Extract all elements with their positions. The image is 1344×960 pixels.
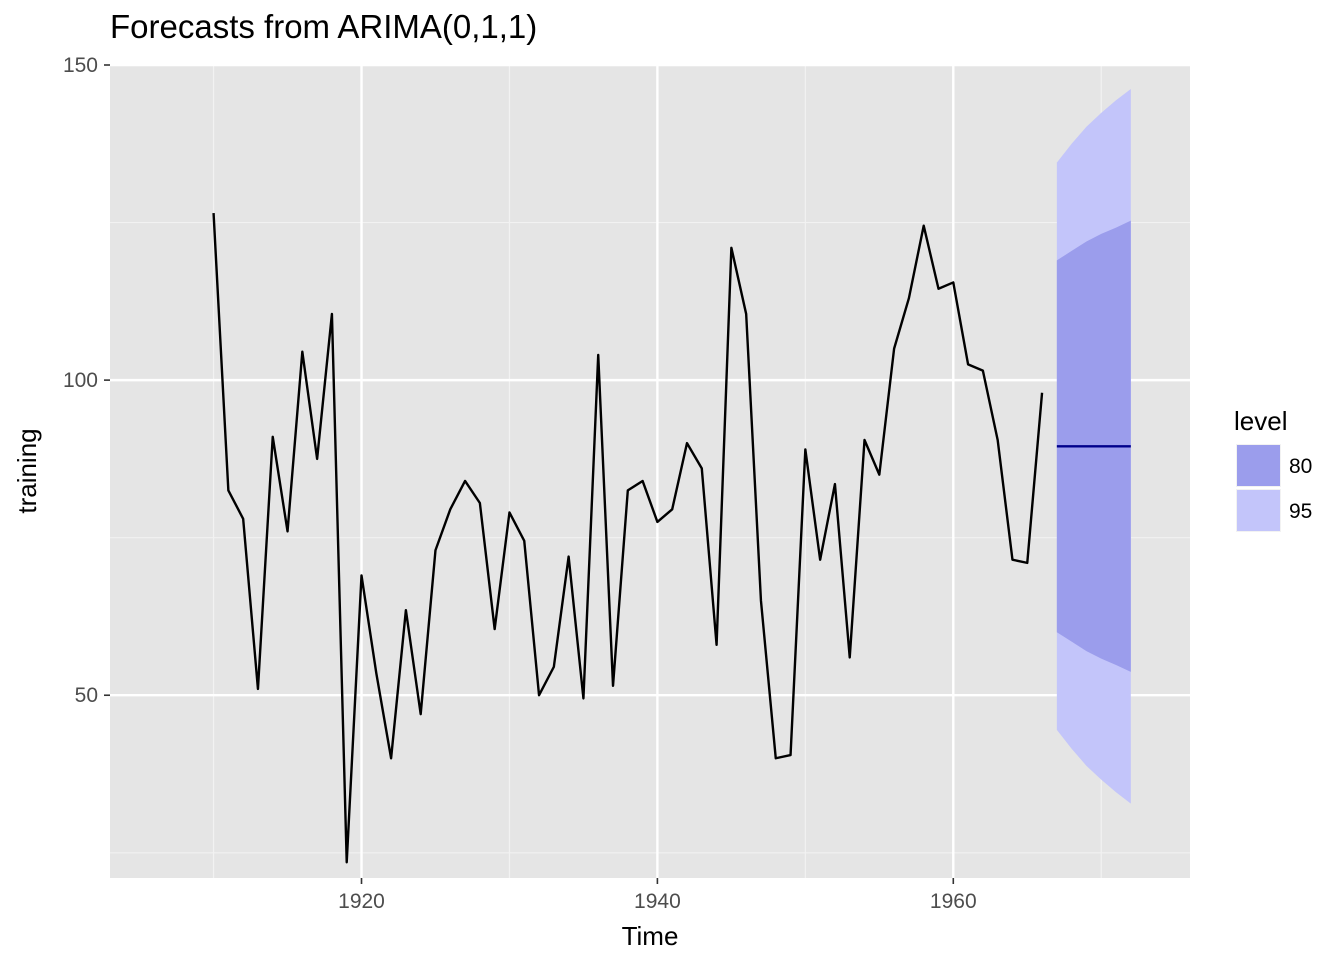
y-tick-label: 50 — [75, 684, 98, 707]
legend-swatch-80 — [1237, 445, 1280, 486]
legend-label-80: 80 — [1289, 455, 1312, 478]
chart-title: Forecasts from ARIMA(0,1,1) — [110, 8, 538, 45]
x-axis-title: Time — [622, 921, 679, 951]
y-axis-title: training — [12, 428, 42, 513]
legend-swatch-95 — [1237, 490, 1280, 531]
y-tick-label: 100 — [63, 369, 98, 392]
series-lines — [212, 213, 1131, 864]
y-tick-label: 150 — [63, 54, 98, 77]
legend-label-95: 95 — [1289, 500, 1312, 523]
x-tick-label: 1940 — [634, 890, 681, 913]
x-tick-label: 1920 — [338, 890, 385, 913]
major-grid — [110, 63, 1190, 878]
plot-panel — [110, 65, 1190, 878]
axes: 1920 1940 1960 50 100 150 — [63, 54, 977, 913]
x-tick-label: 1960 — [930, 890, 977, 913]
series-line-training — [212, 213, 1044, 864]
legend-title: level — [1234, 406, 1287, 436]
